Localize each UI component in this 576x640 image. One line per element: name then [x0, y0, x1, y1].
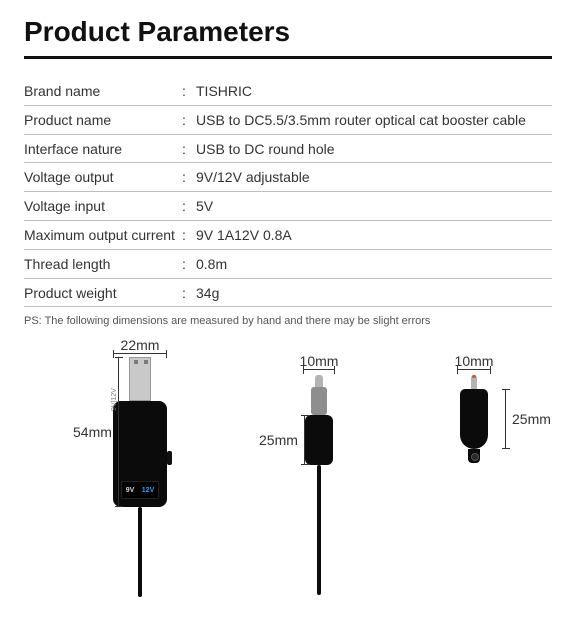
spec-label: Interface nature: [24, 134, 182, 163]
spec-value: 5V: [196, 192, 552, 221]
lcd-screen: 9V 12V: [121, 481, 159, 499]
spec-row: Thread length:0.8m: [24, 249, 552, 278]
spec-value: 9V 1A12V 0.8A: [196, 220, 552, 249]
dc55-tip-icon: [315, 375, 323, 387]
colon: :: [182, 192, 196, 221]
dc55-body-icon: [305, 415, 333, 465]
dc35-socket-icon: [468, 449, 480, 463]
dc35-height-label: 25mm: [512, 411, 551, 427]
dc55-height-label: 25mm: [259, 432, 298, 448]
colon: :: [182, 134, 196, 163]
usb-plug-icon: [129, 357, 151, 401]
spec-value: USB to DC5.5/3.5mm router optical cat bo…: [196, 105, 552, 134]
colon: :: [182, 249, 196, 278]
spec-value: USB to DC round hole: [196, 134, 552, 163]
spec-row: Interface nature:USB to DC round hole: [24, 134, 552, 163]
spec-row: Product weight:34g: [24, 278, 552, 307]
dc55-width-label: 10mm: [300, 353, 339, 369]
measurement-note: PS: The following dimensions are measure…: [24, 315, 552, 327]
page-title: Product Parameters: [24, 16, 552, 59]
spec-label: Product weight: [24, 278, 182, 307]
colon: :: [182, 220, 196, 249]
dc35-tip-icon: [471, 375, 477, 389]
spec-row: Voltage input:5V: [24, 192, 552, 221]
screen-12v: 12V: [142, 487, 154, 494]
spec-value: 34g: [196, 278, 552, 307]
booster-figure: 22mm 9V|12V 9V 12V 54mm: [43, 333, 223, 593]
dc35-body-icon: [460, 389, 488, 449]
spec-label: Voltage output: [24, 163, 182, 192]
spec-table: Brand name:TISHRICProduct name:USB to DC…: [24, 77, 552, 307]
colon: :: [182, 163, 196, 192]
colon: :: [182, 77, 196, 105]
booster-body: 9V|12V 9V 12V: [113, 401, 167, 507]
spec-value: 9V/12V adjustable: [196, 163, 552, 192]
dc55-barrel-icon: [311, 387, 327, 415]
spec-row: Product name:USB to DC5.5/3.5mm router o…: [24, 105, 552, 134]
dc35-figure: 10mm 25mm: [413, 333, 533, 593]
voltage-switch-icon: [167, 451, 172, 465]
spec-row: Maximum output current:9V 1A12V 0.8A: [24, 220, 552, 249]
spec-label: Thread length: [24, 249, 182, 278]
spec-label: Voltage input: [24, 192, 182, 221]
spec-value: 0.8m: [196, 249, 552, 278]
booster-height-label: 54mm: [73, 424, 112, 440]
spec-label: Maximum output current: [24, 220, 182, 249]
dimension-diagram: 22mm 9V|12V 9V 12V 54mm 10mm: [24, 333, 552, 593]
colon: :: [182, 105, 196, 134]
dc55-figure: 10mm 25mm: [253, 333, 383, 593]
dc35-width-label: 10mm: [455, 353, 494, 369]
booster-width-label: 22mm: [121, 337, 160, 353]
cable-icon: [317, 465, 321, 595]
spec-label: Product name: [24, 105, 182, 134]
cable-icon: [138, 507, 142, 597]
colon: :: [182, 278, 196, 307]
spec-row: Brand name:TISHRIC: [24, 77, 552, 105]
screen-9v: 9V: [126, 487, 135, 494]
spec-value: TISHRIC: [196, 77, 552, 105]
spec-label: Brand name: [24, 77, 182, 105]
spec-row: Voltage output:9V/12V adjustable: [24, 163, 552, 192]
